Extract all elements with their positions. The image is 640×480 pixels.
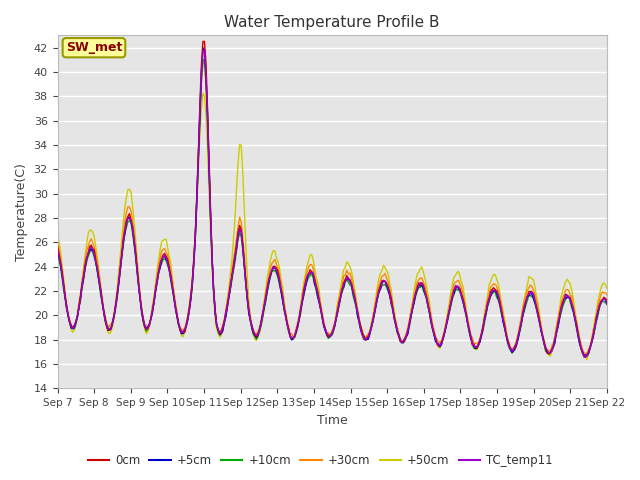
Y-axis label: Temperature(C): Temperature(C) — [15, 163, 28, 261]
X-axis label: Time: Time — [317, 414, 348, 427]
Title: Water Temperature Profile B: Water Temperature Profile B — [225, 15, 440, 30]
Legend: 0cm, +5cm, +10cm, +30cm, +50cm, TC_temp11: 0cm, +5cm, +10cm, +30cm, +50cm, TC_temp1… — [83, 449, 557, 472]
Text: SW_met: SW_met — [66, 41, 122, 54]
